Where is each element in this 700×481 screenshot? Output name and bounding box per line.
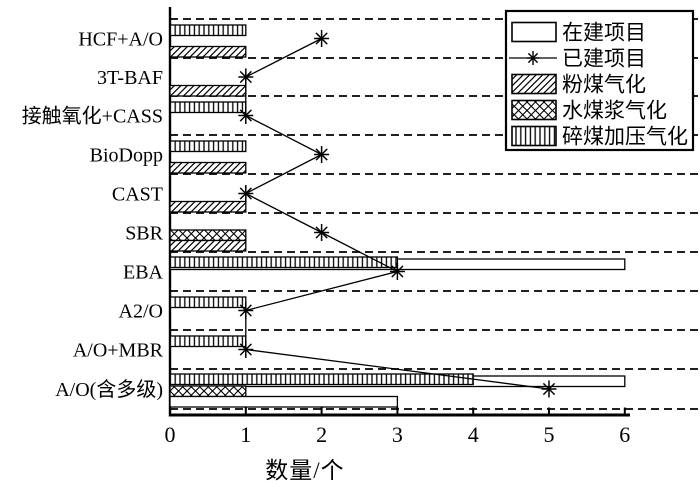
legend-swatch-cross <box>511 99 557 121</box>
x-tick-label: 5 <box>544 422 555 447</box>
star-marker <box>238 107 254 124</box>
category-label: EBA <box>123 262 164 284</box>
x-tick-label: 2 <box>316 422 327 447</box>
x-tick-label: 3 <box>392 422 403 447</box>
star-marker <box>526 51 540 65</box>
bar-diag <box>169 84 247 97</box>
bar-vlines <box>169 140 247 153</box>
bar-cross <box>169 385 247 398</box>
legend-label: 已建项目 <box>562 47 646 71</box>
legend-label: 粉煤气化 <box>562 73 646 97</box>
bar-vlines <box>169 296 247 309</box>
star-marker <box>238 185 254 202</box>
star-marker <box>314 146 330 163</box>
category-label: A/O+MBR <box>73 340 164 362</box>
category-label: A2/O <box>119 301 163 323</box>
x-tick-label: 1 <box>240 422 251 447</box>
category-label: CAST <box>112 184 163 206</box>
star-marker <box>238 68 254 86</box>
legend-swatch-white <box>511 21 557 43</box>
legend-swatch-diag <box>511 73 557 95</box>
category-label: BioDopp <box>90 145 163 167</box>
built-projects-line <box>244 37 550 390</box>
star-marker <box>389 263 405 280</box>
x-tick-label: 0 <box>165 422 176 447</box>
bar-cross <box>169 229 247 242</box>
bar-diag <box>169 45 247 58</box>
category-label: 3T-BAF <box>97 67 163 89</box>
bar-vlines <box>169 373 474 386</box>
bar-vlines <box>169 256 399 269</box>
bar-diag <box>169 161 247 174</box>
bar-under-construction <box>169 395 399 408</box>
category-label: 接触氧化+CASS <box>22 105 163 128</box>
star-marker <box>238 341 254 358</box>
star-marker <box>238 302 254 319</box>
bar-vlines <box>169 24 247 37</box>
star-marker <box>314 30 330 47</box>
x-tick-label: 4 <box>468 422 479 447</box>
star-marker <box>541 380 557 398</box>
category-label: A/O(含多级) <box>55 378 163 401</box>
star-marker <box>314 224 330 241</box>
legend-label: 在建项目 <box>562 21 646 45</box>
legend-label: 水煤浆气化 <box>562 99 667 123</box>
x-tick-label: 6 <box>619 422 630 447</box>
legend-swatch-vlines <box>511 125 557 147</box>
category-label: HCF+A/O <box>78 29 163 51</box>
bar-vlines <box>169 335 247 348</box>
bar-diag <box>169 200 247 213</box>
category-label: SBR <box>125 223 163 245</box>
bar-diag <box>169 239 247 252</box>
x-axis-title: 数量/个 <box>265 458 345 481</box>
bar-vlines <box>169 101 247 114</box>
legend-label: 碎煤加压气化 <box>562 125 688 149</box>
